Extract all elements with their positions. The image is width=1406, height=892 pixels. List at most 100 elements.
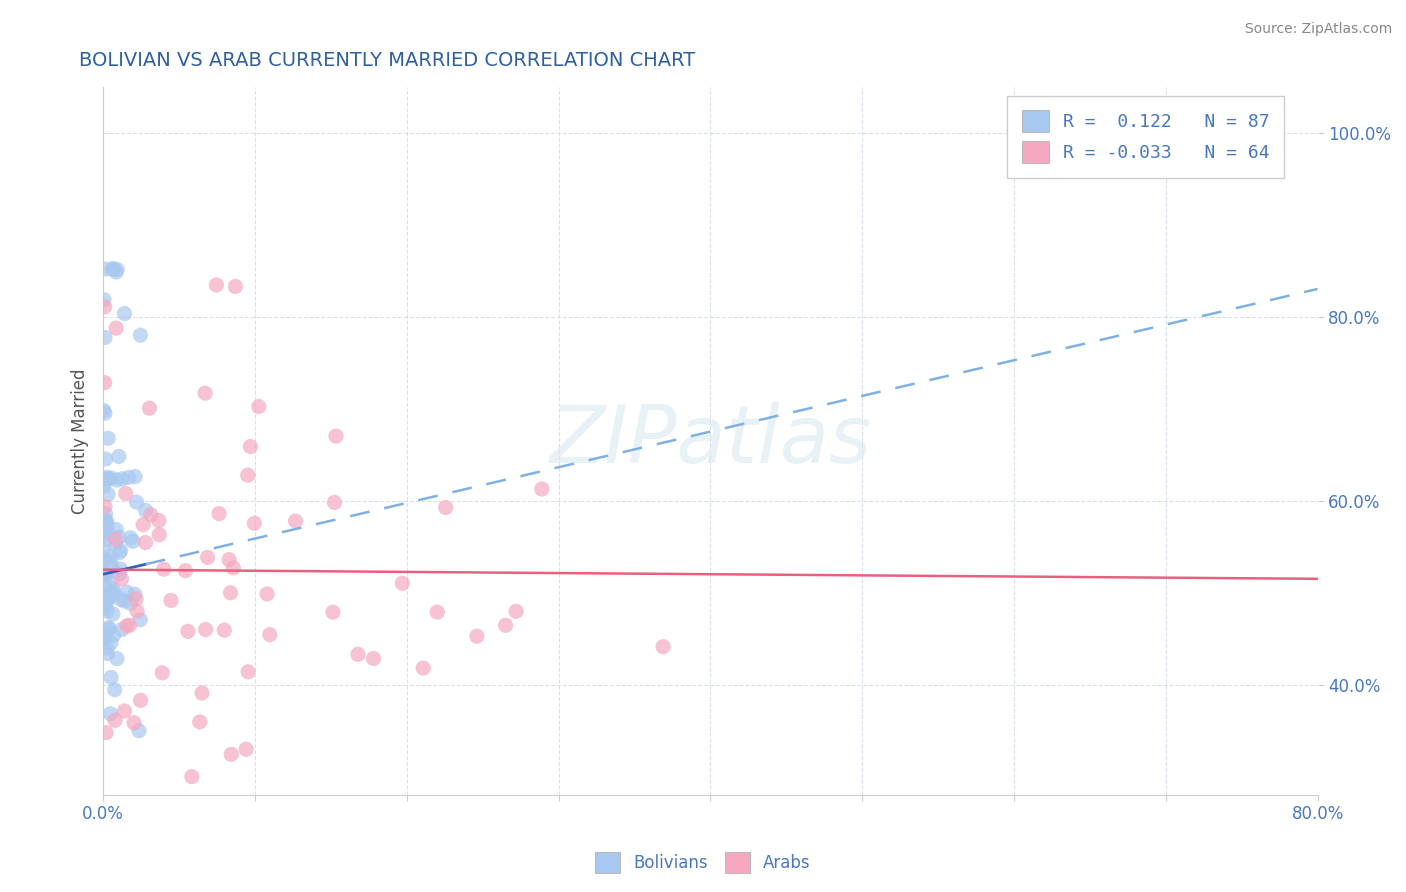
Bolivians bbox=[94, 597, 117, 611]
Arabs bbox=[530, 482, 553, 496]
Arabs bbox=[325, 429, 347, 443]
Arabs bbox=[205, 277, 228, 292]
Bolivians bbox=[93, 552, 115, 566]
Bolivians bbox=[93, 479, 115, 493]
Bolivians bbox=[110, 543, 132, 558]
Bolivians bbox=[93, 293, 115, 307]
Arabs bbox=[180, 770, 202, 784]
Arabs bbox=[434, 500, 457, 515]
Arabs bbox=[110, 572, 132, 586]
Text: ZIPatlas: ZIPatlas bbox=[550, 401, 872, 480]
Bolivians bbox=[128, 723, 150, 738]
Arabs bbox=[322, 605, 344, 619]
Bolivians bbox=[96, 641, 118, 656]
Arabs bbox=[115, 619, 138, 633]
Bolivians bbox=[105, 265, 128, 279]
Arabs bbox=[235, 742, 257, 756]
Arabs bbox=[247, 400, 270, 414]
Arabs bbox=[94, 725, 117, 739]
Bolivians bbox=[97, 472, 120, 486]
Arabs bbox=[194, 386, 217, 401]
Arabs bbox=[236, 665, 259, 679]
Legend: R =  0.122   N = 87, R = -0.033   N = 64: R = 0.122 N = 87, R = -0.033 N = 64 bbox=[1007, 95, 1284, 178]
Bolivians bbox=[112, 594, 135, 608]
Arabs bbox=[224, 279, 246, 293]
Bolivians bbox=[101, 607, 124, 621]
Bolivians bbox=[93, 403, 115, 417]
Arabs bbox=[284, 514, 307, 528]
Bolivians bbox=[93, 628, 115, 642]
Bolivians bbox=[105, 473, 128, 487]
Bolivians bbox=[96, 604, 118, 618]
Arabs bbox=[197, 550, 219, 565]
Text: Source: ZipAtlas.com: Source: ZipAtlas.com bbox=[1244, 22, 1392, 37]
Bolivians bbox=[111, 472, 134, 486]
Bolivians bbox=[103, 628, 125, 642]
Arabs bbox=[152, 562, 174, 576]
Text: BOLIVIAN VS ARAB CURRENTLY MARRIED CORRELATION CHART: BOLIVIAN VS ARAB CURRENTLY MARRIED CORRE… bbox=[79, 51, 695, 70]
Bolivians bbox=[93, 597, 115, 611]
Arabs bbox=[150, 665, 173, 680]
Bolivians bbox=[100, 706, 122, 721]
Bolivians bbox=[93, 514, 115, 528]
Bolivians bbox=[115, 585, 138, 599]
Bolivians bbox=[124, 587, 146, 601]
Arabs bbox=[122, 715, 145, 730]
Arabs bbox=[222, 561, 245, 575]
Bolivians bbox=[93, 566, 115, 581]
Bolivians bbox=[94, 507, 117, 521]
Arabs bbox=[236, 468, 259, 483]
Bolivians bbox=[93, 587, 115, 601]
Arabs bbox=[138, 401, 160, 416]
Bolivians bbox=[98, 622, 121, 636]
Bolivians bbox=[94, 452, 117, 467]
Bolivians bbox=[103, 582, 125, 596]
Bolivians bbox=[97, 524, 120, 539]
Bolivians bbox=[105, 262, 128, 277]
Bolivians bbox=[108, 566, 131, 581]
Arabs bbox=[114, 486, 136, 500]
Arabs bbox=[104, 713, 127, 727]
Bolivians bbox=[96, 568, 118, 582]
Arabs bbox=[465, 629, 488, 643]
Arabs bbox=[426, 605, 449, 619]
Bolivians bbox=[101, 589, 124, 603]
Arabs bbox=[174, 564, 197, 578]
Arabs bbox=[412, 661, 434, 675]
Arabs bbox=[347, 648, 370, 662]
Bolivians bbox=[101, 585, 124, 599]
Arabs bbox=[259, 628, 281, 642]
Bolivians bbox=[93, 578, 115, 592]
Bolivians bbox=[100, 670, 122, 684]
Arabs bbox=[129, 693, 152, 707]
Bolivians bbox=[100, 555, 122, 569]
Arabs bbox=[134, 535, 156, 549]
Y-axis label: Currently Married: Currently Married bbox=[72, 368, 89, 514]
Bolivians bbox=[110, 562, 132, 576]
Bolivians bbox=[96, 591, 118, 606]
Bolivians bbox=[97, 431, 120, 445]
Arabs bbox=[132, 517, 155, 532]
Arabs bbox=[93, 300, 115, 314]
Bolivians bbox=[120, 531, 142, 545]
Bolivians bbox=[101, 261, 124, 276]
Arabs bbox=[208, 507, 231, 521]
Arabs bbox=[363, 651, 385, 665]
Arabs bbox=[391, 576, 413, 591]
Arabs bbox=[177, 624, 200, 639]
Bolivians bbox=[129, 328, 152, 343]
Bolivians bbox=[94, 473, 117, 487]
Bolivians bbox=[96, 647, 118, 661]
Arabs bbox=[139, 508, 162, 522]
Bolivians bbox=[101, 262, 124, 277]
Bolivians bbox=[104, 682, 127, 697]
Bolivians bbox=[105, 523, 128, 537]
Bolivians bbox=[93, 543, 115, 558]
Arabs bbox=[112, 704, 135, 718]
Arabs bbox=[125, 591, 148, 606]
Arabs bbox=[505, 604, 527, 618]
Arabs bbox=[188, 714, 211, 729]
Bolivians bbox=[122, 534, 145, 549]
Arabs bbox=[239, 440, 262, 454]
Bolivians bbox=[93, 631, 115, 645]
